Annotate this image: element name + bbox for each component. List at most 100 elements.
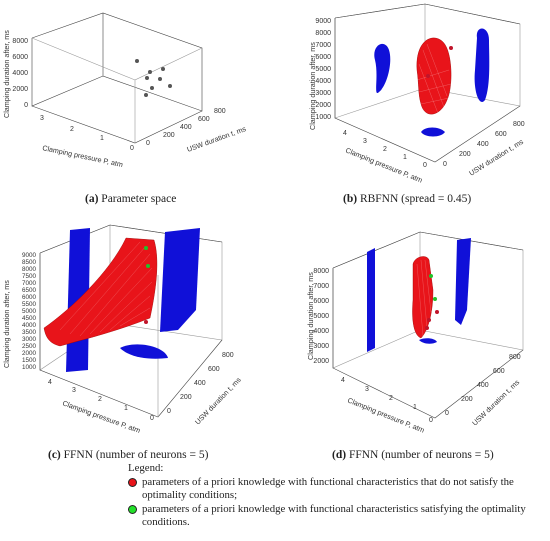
axis-tick-label: 4	[343, 130, 347, 137]
p-axis-label: Clamping pressure P, atm	[42, 143, 124, 169]
surface-blue	[421, 127, 445, 137]
axis-tick-label: 1500	[22, 357, 37, 364]
axis-tick-label: 2	[389, 395, 393, 402]
plot-frame	[334, 3, 521, 25]
axis-tick-label: 7500	[22, 273, 37, 280]
caption-letter: (b)	[343, 193, 358, 205]
t-axis-label: USW duration t, ms	[467, 137, 525, 178]
surface-red	[412, 256, 434, 339]
axis-tick-label: 3000	[313, 343, 329, 350]
axis-tick-label: 6000	[313, 298, 329, 305]
data-point	[144, 320, 148, 324]
points-a	[135, 59, 172, 97]
axis-tick-label: 5000	[313, 313, 329, 320]
plot-frame	[418, 63, 440, 117]
mesh-lines	[416, 43, 452, 117]
axis-tick-label: 200	[459, 151, 471, 158]
plot-b: 9000 8000 7000 6000 5000 4000 3000 2000 …	[308, 3, 525, 185]
axis-tick-label: 2000	[313, 358, 329, 365]
p-axis-label: Clamping pressure P, atm	[346, 396, 426, 435]
plot-frame	[69, 245, 147, 335]
surface-blue	[367, 248, 375, 352]
axis-tick-label: 3000	[22, 336, 37, 343]
axis-tick-label: 2	[98, 396, 102, 403]
surface-blue	[120, 344, 168, 359]
red-dot-icon	[128, 477, 137, 487]
caption-letter: (a)	[85, 193, 99, 205]
data-point	[145, 76, 149, 80]
caption-text: FFNN (number of neurons = 5)	[63, 449, 209, 461]
data-point	[425, 326, 429, 330]
panel-b: 9000 8000 7000 6000 5000 4000 3000 2000 …	[275, 0, 550, 215]
axis-tick-label: 3	[72, 387, 76, 394]
t-tick: 200	[163, 132, 175, 139]
axis-tick-label: 2500	[22, 343, 37, 350]
axis-tick-label: 400	[477, 382, 489, 389]
surface-blue	[419, 338, 437, 344]
data-point	[135, 59, 139, 63]
plot-frame	[420, 259, 428, 329]
axis-tick-label: 1	[413, 404, 417, 411]
axis-tick-label: 0	[167, 408, 171, 415]
plot-frame: 9000 8000 7000 6000 5000 4000 3000 2000 …	[315, 18, 524, 169]
p-tick: 0	[130, 145, 134, 152]
panel-c: 9000 8500 8000 7500 7000 6500 6000 5500 …	[0, 220, 275, 465]
green-dot-icon	[128, 504, 137, 514]
plot-frame	[79, 253, 151, 337]
z-tick: 8000	[12, 38, 28, 45]
axis-tick-label: 8500	[22, 259, 37, 266]
axis-tick-label: 600	[208, 366, 220, 373]
axis-tick-label: 4000	[313, 328, 329, 335]
data-point	[148, 70, 152, 74]
plot-frame	[418, 83, 452, 93]
plot-frame: 8000 7000 6000 5000 4000 3000 2000 4 3 2…	[313, 268, 520, 424]
plot-frame	[332, 268, 421, 369]
data-point-green	[144, 246, 148, 250]
axis-tick-label: 6000	[315, 54, 331, 61]
plot-frame	[109, 295, 151, 331]
caption-a: (a) Parameter space	[85, 193, 176, 205]
z-tick: 0	[24, 102, 28, 109]
axis-tick-label: 8000	[22, 266, 37, 273]
p-tick: 3	[40, 115, 44, 122]
axis-tick-label: 600	[493, 368, 505, 375]
axis-tick-label: 1000	[22, 364, 37, 371]
legend-title: Legend:	[128, 462, 164, 474]
surface-blue	[160, 228, 200, 332]
data-point	[161, 67, 165, 71]
caption-text: Parameter space	[101, 193, 177, 205]
plot-d: 8000 7000 6000 5000 4000 3000 2000 4 3 2…	[306, 231, 524, 435]
data-point-green	[429, 274, 433, 278]
plot-frame	[31, 12, 203, 112]
t-tick: 0	[146, 140, 150, 147]
plot-c: 9000 8500 8000 7500 7000 6500 6000 5500 …	[2, 224, 243, 435]
axis-tick-label: 3000	[315, 90, 331, 97]
z-tick: 4000	[12, 70, 28, 77]
data-point	[449, 46, 453, 50]
axis-tick-label: 6000	[22, 294, 37, 301]
legend-item-green: parameters of a priori knowledge with fu…	[128, 503, 548, 530]
plot-frame: 8000 6000 4000 2000 0 3 2 1 0 0 200 400 …	[12, 38, 225, 152]
axis-tick-label: 2000	[315, 102, 331, 109]
data-point	[426, 74, 430, 78]
plot-a: 8000 6000 4000 2000 0 3 2 1 0 0 200 400 …	[2, 12, 248, 169]
panel-d: 8000 7000 6000 5000 4000 3000 2000 4 3 2…	[275, 220, 550, 465]
axis-tick-label: 8000	[313, 268, 329, 275]
legend-item-text: parameters of a priori knowledge with fu…	[142, 475, 514, 502]
data-point	[144, 93, 148, 97]
panel-a: 8000 6000 4000 2000 0 3 2 1 0 0 200 400 …	[0, 0, 270, 215]
surface-blue	[455, 238, 471, 325]
plot-frame	[31, 105, 203, 144]
axis-tick-label: 4000	[315, 78, 331, 85]
data-point	[168, 84, 172, 88]
axis-tick-label: 2	[383, 146, 387, 153]
caption-text: RBFNN (spread = 0.45)	[359, 193, 472, 205]
caption-letter: (d)	[332, 449, 347, 461]
surface-blue	[374, 43, 391, 94]
axis-tick-label: 600	[495, 131, 507, 138]
plot-frame	[99, 281, 153, 333]
legend-item-red: parameters of a priori knowledge with fu…	[128, 476, 548, 503]
plot-frame	[89, 267, 153, 335]
z-tick: 2000	[12, 86, 28, 93]
axis-tick-label: 200	[180, 394, 192, 401]
